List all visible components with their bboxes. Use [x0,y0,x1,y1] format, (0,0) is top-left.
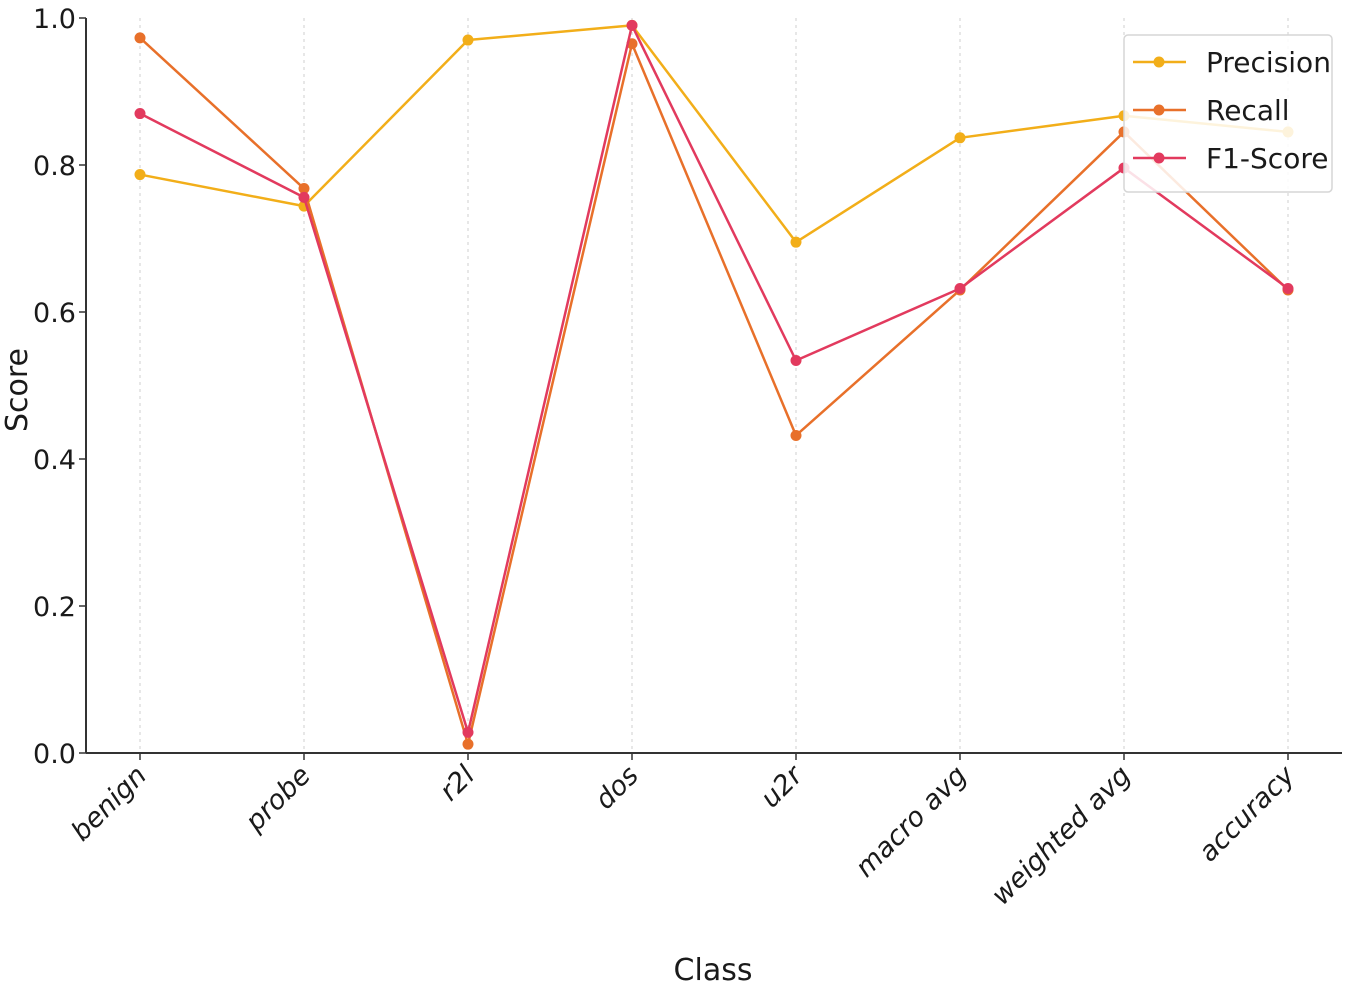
y-axis-title: Score [0,348,35,432]
y-tick-label: 0.8 [33,151,76,182]
legend-marker-recall [1153,104,1165,116]
x-tick-label: u2r [755,759,810,814]
y-tick-label: 0.6 [33,298,76,329]
legend-marker-precision [1153,56,1165,68]
data-point-f1-score [134,108,146,120]
grid-layer [139,18,1289,753]
legend-marker-f1-score [1153,152,1165,164]
legend-label-f1-score: F1-Score [1206,142,1328,175]
y-ticks: 0.0 0.2 0.4 0.6 0.8 1.0 [33,4,86,770]
data-point-recall [134,32,146,44]
x-tick-label: probe [239,760,317,838]
series-line-recall [139,36,1289,746]
x-tick-label: r2l [434,760,482,808]
y-tick-label: 0.0 [33,739,76,770]
data-point-precision [134,169,146,181]
data-point-precision [462,34,474,46]
axes-layer [85,18,1342,754]
x-tick-label: benign [66,760,153,847]
legend-label-precision: Precision [1206,46,1331,79]
data-point-precision [954,132,966,144]
series-line-f1-score [139,24,1289,734]
x-tick-label: macro avg [850,760,973,883]
data-point-recall [462,738,474,750]
y-tick-label: 1.0 [33,4,76,35]
legend-label-recall: Recall [1206,94,1290,127]
data-point-f1-score [626,19,638,31]
legend-items: Precision Recall F1-Score [1133,46,1331,175]
y-tick-label: 0.2 [33,592,76,623]
series-line-precision [139,24,1289,244]
y-tick-label: 0.4 [33,445,76,476]
x-tick-label: weighted avg [986,760,1137,911]
x-axis-title: Class [674,953,753,988]
data-point-f1-score [954,282,966,294]
series-layer [134,19,1294,750]
data-point-f1-score [790,355,802,367]
x-tick-label: accuracy [1193,759,1302,868]
data-point-precision [790,236,802,248]
data-point-f1-score [298,191,310,203]
x-ticks: benign probe r2l dos u2r macro avg weighted av… [66,753,1302,911]
data-point-recall [298,183,310,195]
x-tick-label: dos [589,760,645,816]
data-point-recall [790,429,802,441]
data-point-f1-score [1282,282,1294,294]
legend-box [1123,34,1333,193]
data-point-f1-score [462,726,474,738]
legend: Precision Recall F1-Score [1123,34,1333,193]
